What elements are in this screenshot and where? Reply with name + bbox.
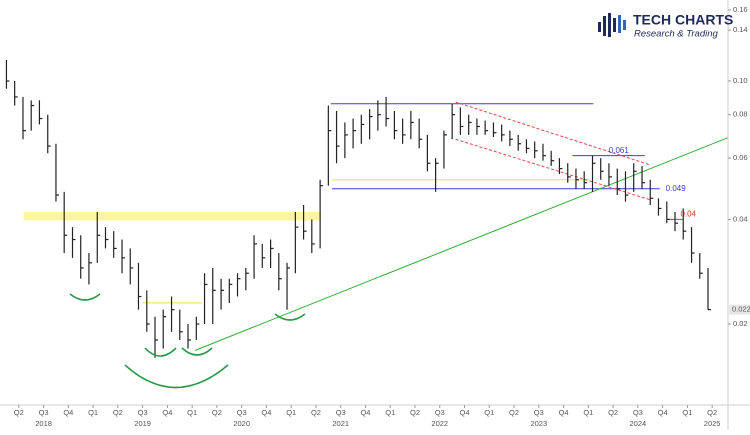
x-tick-label: Q1 [88,408,98,417]
x-tick-label: Q2 [311,408,321,417]
x-tick-label: Q1 [484,408,494,417]
x-tick-label: Q3 [534,408,544,417]
logo-title: TECH CHARTS [633,12,733,28]
arc [144,347,177,357]
logo-bar [623,20,626,30]
zone [23,212,321,221]
level-label: 0.049 [666,184,687,193]
y-tick-label: 0.02 [733,319,748,328]
x-tick-label: Q4 [658,408,668,417]
year-label: 2025 [704,419,721,428]
x-tick-label: Q2 [113,408,123,417]
arc [124,364,229,389]
y-tick-label: 0.10 [733,76,748,85]
y-tick-label: 0.16 [733,5,748,14]
x-tick-label: Q3 [138,408,148,417]
x-tick-label: Q2 [608,408,618,417]
x-tick-label: Q1 [583,408,593,417]
logo-bar [613,18,616,32]
level-label: 0.04 [680,209,696,218]
x-tick-label: Q1 [682,408,692,417]
x-tick-label: Q3 [39,408,49,417]
y-tick-label: 0.08 [733,110,748,119]
x-tick-label: Q4 [162,408,172,417]
x-tick-label: Q4 [559,408,569,417]
x-tick-label: Q3 [633,408,643,417]
trendline [455,138,651,201]
x-tick-label: Q2 [707,408,717,417]
logo-bar [598,22,601,32]
year-label: 2021 [332,419,349,428]
x-tick-label: Q4 [360,408,370,417]
x-tick-label: Q1 [187,408,197,417]
year-label: 2020 [233,419,250,428]
year-label: 2019 [134,419,151,428]
logo-bar [603,16,606,36]
arc [69,293,101,301]
pattern-arcs [69,293,306,389]
logo-bar [608,13,611,37]
year-label: 2022 [431,419,448,428]
arc [274,313,306,321]
x-tick-label: Q3 [237,408,247,417]
x-tick-label: Q2 [212,408,222,417]
y-tick-label: 0.06 [733,153,748,162]
x-tick-label: Q2 [509,408,519,417]
trendline [455,101,651,166]
x-tick-label: Q1 [286,408,296,417]
x-tick-label: Q2 [14,408,24,417]
x-tick-label: Q4 [261,408,271,417]
last-price-label: 0.022 [732,305,750,314]
x-tick-label: Q4 [63,408,73,417]
logo-bar [618,15,621,33]
year-label: 2024 [630,419,647,428]
level-label: 0.061 [609,146,630,155]
logo-subtitle: Research & Trading [634,29,718,40]
trendline [194,137,728,351]
logo: TECH CHARTS Research & Trading [598,12,733,40]
x-tick-label: Q3 [435,408,445,417]
x-tick-label: Q2 [410,408,420,417]
last-price-box [729,304,750,315]
x-tick-label: Q3 [336,408,346,417]
x-tick-label: Q1 [385,408,395,417]
x-tick-label: Q4 [460,408,470,417]
y-tick-label: 0.04 [733,214,748,223]
arc [181,347,213,356]
year-label: 2018 [35,419,52,428]
year-label: 2023 [530,419,547,428]
plot-area [5,59,728,358]
y-tick-label: 0.14 [733,25,748,34]
